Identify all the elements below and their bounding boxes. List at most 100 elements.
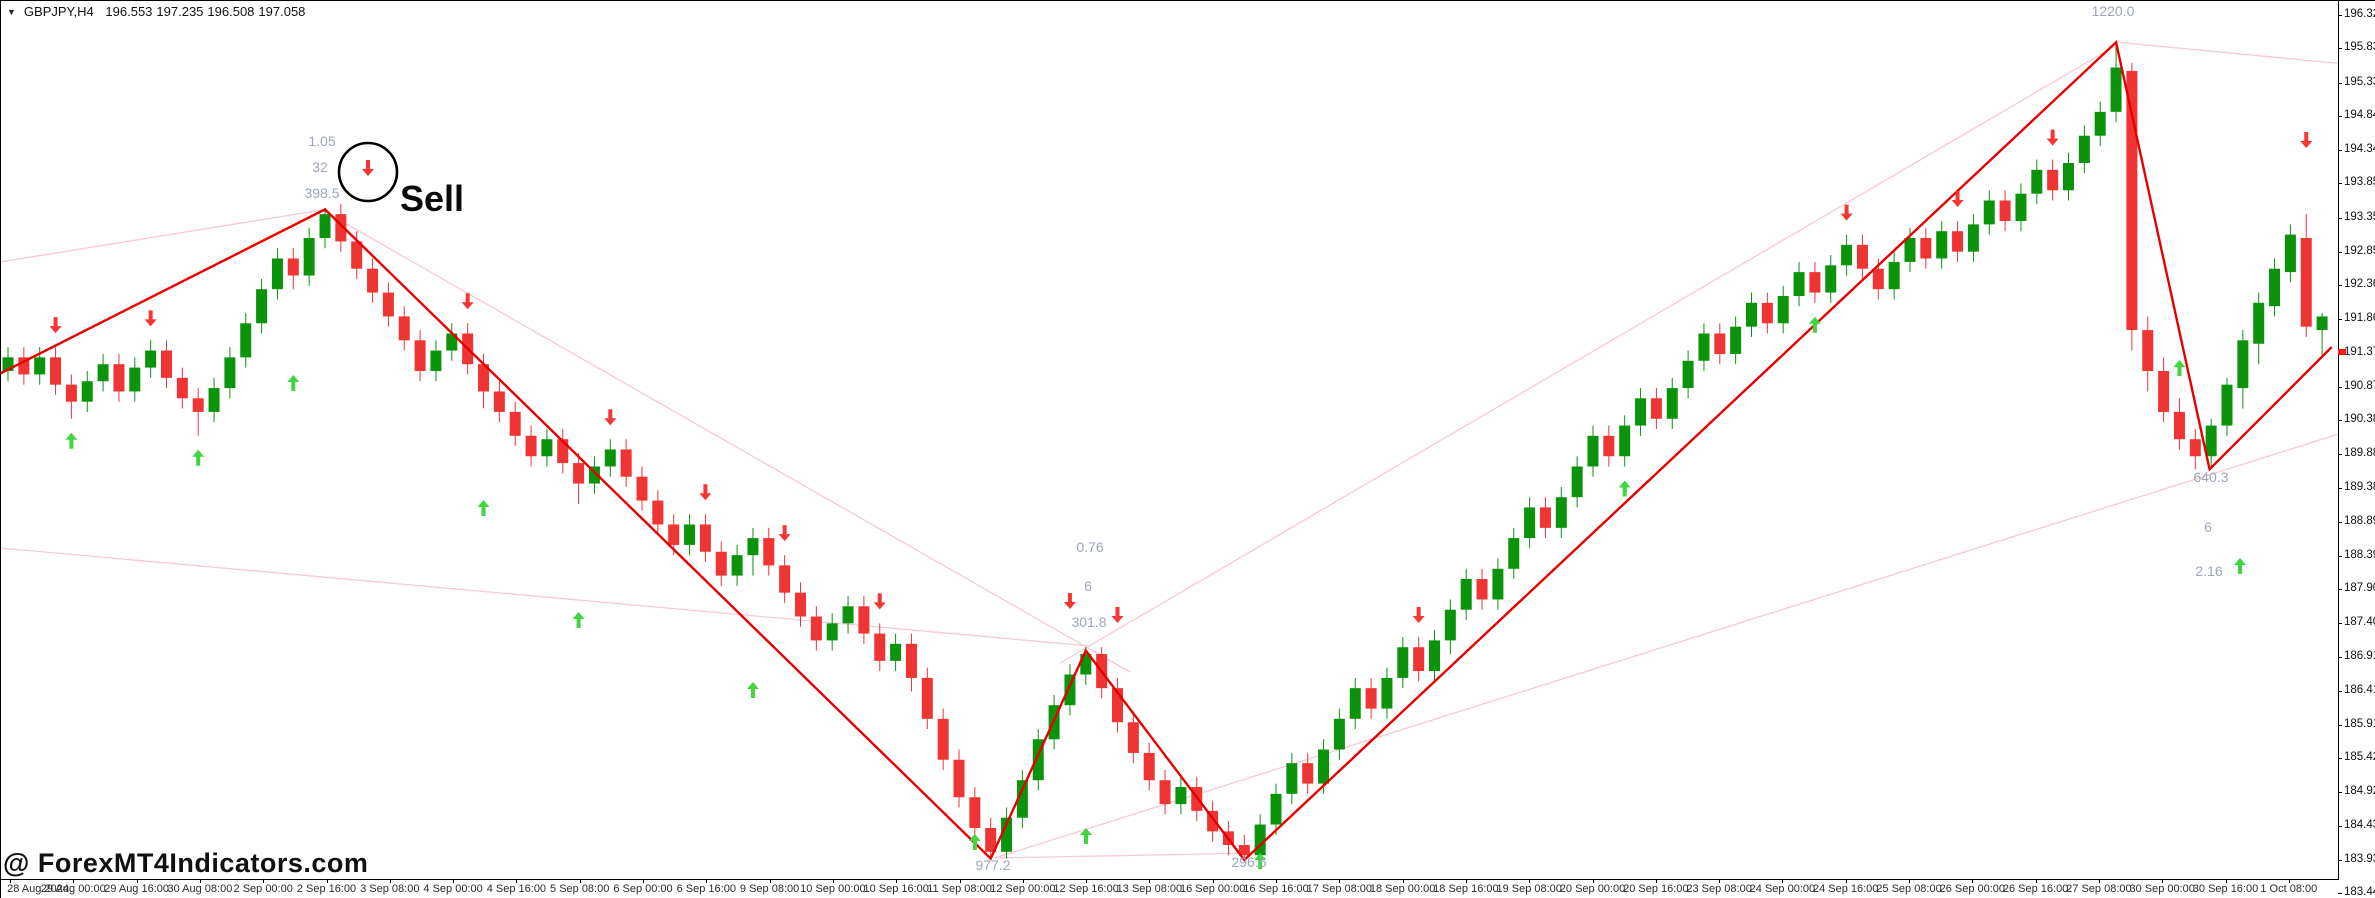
time-axis-tick	[1465, 879, 1467, 883]
candle-body	[763, 538, 775, 566]
candle-body	[874, 633, 886, 661]
price-axis-tick	[2338, 690, 2342, 692]
candle-body	[541, 439, 553, 457]
time-axis-tick	[136, 879, 138, 883]
buy-arrow-icon	[65, 432, 78, 449]
candle-body	[890, 643, 902, 661]
candle-body	[2, 357, 14, 372]
time-axis-label: 18 Sep 16:00	[1433, 883, 1499, 895]
candle-body	[1698, 333, 1710, 361]
time-axis-label: 29 Aug 00:00	[40, 883, 106, 895]
candle-body	[1936, 231, 1948, 259]
candle-body	[1650, 398, 1662, 419]
price-axis-label: 183.930	[2344, 853, 2375, 865]
candle-body	[1539, 507, 1551, 528]
candle-body	[905, 643, 917, 678]
pattern-line	[0, 209, 323, 263]
time-axis-label: 20 Sep 16:00	[1623, 883, 1689, 895]
candle-body	[271, 258, 283, 290]
pattern-line	[1059, 45, 2116, 664]
candle-body	[161, 350, 172, 378]
zigzag-measure-label: 301.8	[1071, 614, 1106, 630]
time-axis-tick	[1149, 879, 1151, 883]
candle-body	[65, 384, 77, 402]
time-axis-tick	[1909, 879, 1910, 883]
time-axis-label: 10 Sep 16:00	[863, 883, 929, 895]
time-axis-tick	[1022, 879, 1024, 883]
candle-body	[176, 377, 188, 399]
candle-body	[1666, 388, 1678, 419]
candle-body	[351, 241, 363, 269]
candle-body	[1999, 200, 2011, 221]
candle-body	[652, 500, 664, 525]
time-axis-label: 24 Sep 00:00	[1749, 883, 1816, 895]
time-axis-label: 2 Sep 00:00	[233, 883, 293, 895]
price-axis-tick	[2338, 555, 2342, 557]
candle-body	[1730, 326, 1742, 354]
sell-arrow-icon	[1951, 190, 1964, 207]
ohlc-high: 197.235	[156, 4, 204, 19]
time-axis[interactable]: 28 Aug 2024 29 Aug 00:00 29 Aug 16:00 30 Au…	[0, 879, 2338, 898]
candle-body	[493, 391, 505, 412]
price-axis-tick	[2338, 420, 2342, 422]
zigzag-measure-label: 640.3	[2193, 469, 2228, 485]
time-axis-label: 18 Sep 00:00	[1369, 883, 1436, 895]
candle-body	[478, 364, 489, 392]
buy-arrow-icon	[2234, 558, 2246, 574]
candle-body	[34, 357, 46, 375]
candle-body	[557, 439, 569, 464]
candle-body	[1270, 793, 1282, 825]
symbol-dropdown-icon[interactable]: ▼	[7, 6, 16, 17]
time-axis-tick	[1276, 879, 1277, 883]
buy-arrow-icon	[572, 612, 585, 628]
candle-body	[1952, 231, 1964, 252]
candle-body	[2031, 169, 2043, 194]
candle-body	[1856, 244, 1868, 269]
time-axis-label: 12 Sep 16:00	[1053, 883, 1119, 895]
sell-text-annotation[interactable]: Sell	[400, 178, 464, 219]
candle-body	[1825, 265, 1837, 293]
time-axis-label: 30 Aug 08:00	[167, 883, 233, 895]
time-axis-tick	[706, 879, 708, 883]
price-axis[interactable]: 196.320 195.830 195.330 194.840 194.340 193.8…	[2338, 0, 2375, 898]
time-axis-tick	[643, 879, 644, 883]
price-axis-label: 192.850	[2344, 244, 2375, 257]
time-axis-label: 27 Sep 08:00	[2066, 883, 2132, 895]
candle-body	[192, 398, 204, 412]
chart-plot-area[interactable]: 1.05 32 398.5 977.2 296.5 301.8 6 0.76 1220.0 640…	[0, 0, 2339, 880]
price-axis-label: 189.380	[2344, 481, 2375, 494]
candle-body	[1524, 507, 1536, 539]
candle-body	[1254, 824, 1266, 856]
time-axis-tick	[832, 879, 834, 883]
price-axis-tick	[2338, 589, 2342, 591]
sell-arrow-icon	[461, 293, 474, 310]
candlestick-chart[interactable]: 1.05 32 398.5 977.2 296.5 301.8 6 0.76 1220.0 640…	[0, 0, 2337, 878]
sell-circle-annotation[interactable]	[337, 141, 399, 203]
time-axis-tick	[1972, 879, 1974, 883]
sell-arrow-icon	[1063, 593, 1076, 609]
candle-body	[1682, 360, 1694, 389]
candle-body	[2300, 238, 2312, 327]
price-axis-label: 191.370	[2344, 345, 2375, 358]
candle-body	[2063, 162, 2074, 191]
candle-body	[1302, 763, 1314, 784]
sell-arrow-icon	[1840, 204, 1853, 221]
pattern-line	[994, 433, 2337, 859]
zigzag-measure-label: 1220.0	[2092, 3, 2135, 19]
zigzag-measure-label: 1.05	[308, 133, 335, 149]
time-axis-tick	[516, 879, 518, 883]
time-axis-label: 30 Sep 16:00	[2192, 883, 2259, 895]
time-axis-tick	[2035, 879, 2037, 883]
price-axis-label: 184.430	[2344, 818, 2375, 831]
time-axis-label: 11 Sep 08:00	[927, 883, 992, 895]
candle-body	[668, 524, 680, 545]
buy-arrow-icon	[1808, 316, 1821, 333]
candle-body	[1967, 224, 1979, 252]
candle-body	[1080, 654, 1092, 675]
price-axis-tick	[2338, 656, 2342, 658]
candle-body	[1207, 810, 1219, 832]
candle-body	[509, 411, 521, 436]
candle-body	[715, 551, 727, 576]
candle-body	[256, 289, 268, 324]
candle-body	[747, 538, 759, 556]
